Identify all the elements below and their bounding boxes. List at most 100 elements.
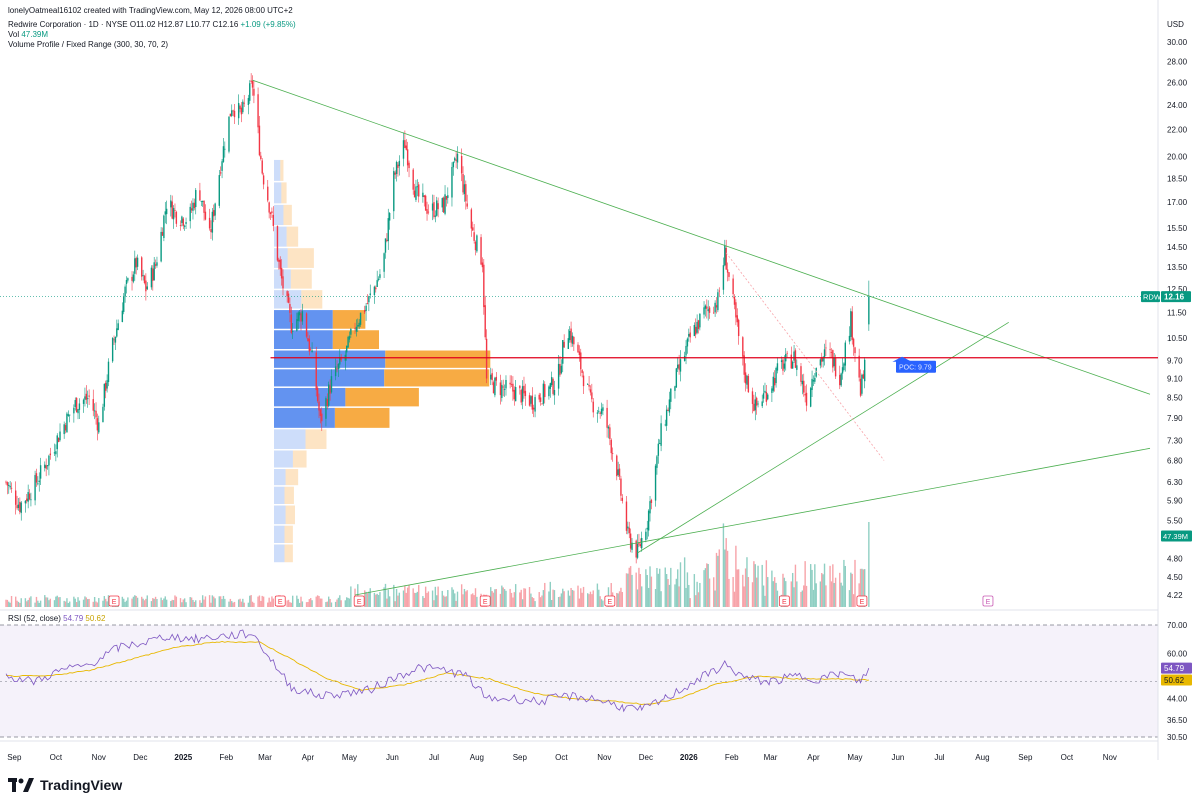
- volume-bar: [646, 575, 648, 607]
- volume-bar: [451, 587, 453, 607]
- candle-body: [635, 540, 637, 558]
- indicator-label[interactable]: Volume Profile / Fixed Range (300, 30, 7…: [8, 40, 169, 49]
- candle-body: [59, 431, 61, 441]
- volume-bar: [27, 599, 29, 607]
- volume-bar: [416, 591, 419, 607]
- volume-bar: [610, 583, 612, 607]
- candle-body: [620, 478, 622, 496]
- volume-bar: [544, 582, 546, 607]
- profile-down-bar: [332, 330, 379, 350]
- volume-bar: [44, 595, 46, 607]
- candle-body: [668, 399, 671, 413]
- vol-label: Vol: [8, 30, 20, 39]
- volume-bar: [520, 589, 522, 607]
- candle-body: [782, 359, 784, 371]
- time-tick-label: 2026: [680, 753, 698, 762]
- volume-bar: [228, 601, 230, 607]
- candle-body: [541, 403, 543, 405]
- tradingview-logo[interactable]: TradingView: [8, 776, 122, 794]
- candle-body: [639, 544, 642, 546]
- candle-body: [26, 498, 28, 502]
- earnings-marker: E: [608, 599, 613, 606]
- candle-body: [840, 373, 842, 386]
- candle-body: [625, 501, 628, 531]
- candle-body: [142, 275, 144, 276]
- volume-bar: [165, 599, 168, 607]
- candle-body: [809, 388, 812, 407]
- volume-bar: [77, 597, 79, 607]
- candle-body: [606, 407, 608, 428]
- volume-bar: [63, 600, 65, 607]
- candle-body: [164, 211, 166, 215]
- price-tick-label: 28.00: [1167, 57, 1188, 66]
- rsi-lines: [5, 629, 870, 713]
- volume-bar: [805, 585, 808, 607]
- volume-bar: [744, 568, 747, 607]
- volume-bar: [300, 596, 302, 607]
- volume-bar: [203, 599, 205, 607]
- volume-bar: [57, 597, 60, 607]
- candle-body: [282, 276, 284, 289]
- volume-bar: [297, 598, 299, 607]
- volume-bar: [164, 596, 166, 607]
- volume-bar: [470, 594, 473, 607]
- volume-bar: [809, 564, 812, 607]
- candle-body: [422, 192, 424, 197]
- time-tick-label: Apr: [302, 753, 315, 762]
- volume-bar: [635, 572, 637, 607]
- volume-bar: [182, 599, 184, 607]
- candle-body: [406, 149, 409, 166]
- volume-bar: [132, 596, 135, 607]
- candle-body: [665, 409, 668, 426]
- candle-body: [280, 267, 283, 279]
- candle-body: [631, 542, 633, 550]
- candle-body: [300, 313, 302, 322]
- candle-body: [815, 367, 817, 377]
- candle-body: [85, 393, 88, 400]
- volume-badge: 47.39M: [1163, 532, 1188, 541]
- volume-bar: [301, 601, 304, 607]
- poc-badge-bg: [896, 360, 936, 373]
- volume-bar: [812, 589, 815, 607]
- profile-down-bar: [286, 226, 299, 247]
- candle-body: [20, 502, 22, 513]
- rsi-legend[interactable]: RSI (52, close) 54.79 50.62: [8, 614, 105, 623]
- price-tick-label: 4.80: [1167, 555, 1183, 564]
- volume-bar: [49, 598, 52, 607]
- earnings-marker-box: [274, 595, 286, 607]
- candle-body: [841, 367, 844, 374]
- candle-body: [253, 88, 255, 96]
- candle-body: [677, 364, 679, 369]
- time-tick-label: Apr: [807, 753, 820, 762]
- volume-bar: [82, 599, 85, 607]
- candle-body: [722, 265, 725, 290]
- candle-body: [512, 383, 514, 392]
- volume-bar: [170, 601, 172, 607]
- candle-body: [208, 217, 211, 229]
- volume-bar: [567, 590, 570, 607]
- volume-bar: [707, 564, 709, 607]
- candle-body: [394, 172, 396, 175]
- volume-bar: [764, 595, 766, 607]
- volume-bar: [67, 602, 70, 607]
- candle-body: [811, 378, 813, 390]
- profile-up-bar: [274, 525, 285, 543]
- candle-body: [297, 312, 299, 322]
- candle-body: [192, 202, 194, 211]
- volume-bar: [267, 602, 269, 607]
- volume-bar: [121, 596, 124, 607]
- volume-bar: [636, 589, 639, 607]
- candle-body: [368, 296, 370, 303]
- volume-bar: [568, 595, 571, 607]
- candle-body: [359, 312, 362, 325]
- profile-up-bar: [274, 486, 285, 505]
- time-tick-label: May: [342, 753, 357, 762]
- candle-body: [39, 465, 42, 479]
- candle-body: [534, 397, 536, 412]
- candle-body: [656, 456, 658, 468]
- volume-bar: [218, 596, 220, 607]
- volume-bar: [6, 599, 9, 607]
- volume-bar: [305, 602, 308, 607]
- volume-bar: [625, 573, 628, 607]
